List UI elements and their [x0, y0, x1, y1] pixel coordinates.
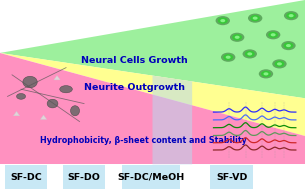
Ellipse shape [286, 12, 296, 19]
Ellipse shape [230, 33, 244, 42]
Ellipse shape [242, 49, 257, 58]
FancyBboxPatch shape [210, 165, 253, 189]
Ellipse shape [266, 30, 280, 39]
Text: SF-VD: SF-VD [216, 173, 247, 182]
Ellipse shape [250, 15, 260, 21]
Ellipse shape [70, 106, 80, 116]
Ellipse shape [272, 59, 287, 68]
Text: SF-DC: SF-DC [10, 173, 42, 182]
Ellipse shape [216, 16, 230, 25]
Polygon shape [152, 76, 192, 164]
Ellipse shape [261, 71, 271, 77]
Ellipse shape [284, 43, 293, 49]
Ellipse shape [218, 18, 228, 24]
Ellipse shape [286, 44, 291, 47]
Ellipse shape [23, 76, 37, 88]
Ellipse shape [235, 36, 240, 39]
Ellipse shape [281, 41, 296, 50]
Ellipse shape [259, 69, 273, 78]
Ellipse shape [271, 33, 276, 36]
Ellipse shape [253, 17, 258, 20]
FancyBboxPatch shape [63, 165, 105, 189]
Ellipse shape [220, 19, 225, 22]
Ellipse shape [264, 72, 268, 75]
FancyBboxPatch shape [5, 165, 47, 189]
Ellipse shape [16, 94, 26, 99]
Polygon shape [0, 53, 305, 136]
Ellipse shape [248, 14, 262, 23]
Ellipse shape [289, 14, 294, 17]
Text: Neurite Outgrowth: Neurite Outgrowth [84, 83, 185, 92]
Polygon shape [0, 53, 305, 164]
Text: Hydrophobicity, β-sheet content and Stability: Hydrophobicity, β-sheet content and Stab… [40, 136, 247, 145]
Ellipse shape [226, 56, 231, 59]
Ellipse shape [284, 11, 298, 20]
Ellipse shape [247, 52, 252, 56]
Ellipse shape [268, 32, 278, 38]
Ellipse shape [274, 61, 284, 67]
FancyBboxPatch shape [122, 165, 180, 189]
Polygon shape [0, 0, 305, 98]
Ellipse shape [221, 53, 235, 62]
Ellipse shape [277, 62, 282, 65]
Text: SF-DO: SF-DO [67, 173, 100, 182]
Ellipse shape [232, 34, 242, 40]
Ellipse shape [245, 51, 255, 57]
Ellipse shape [47, 99, 58, 108]
Ellipse shape [60, 86, 72, 93]
Text: SF-DC/MeOH: SF-DC/MeOH [117, 173, 185, 182]
Text: Neural Cells Growth: Neural Cells Growth [81, 56, 188, 65]
Ellipse shape [223, 54, 233, 60]
